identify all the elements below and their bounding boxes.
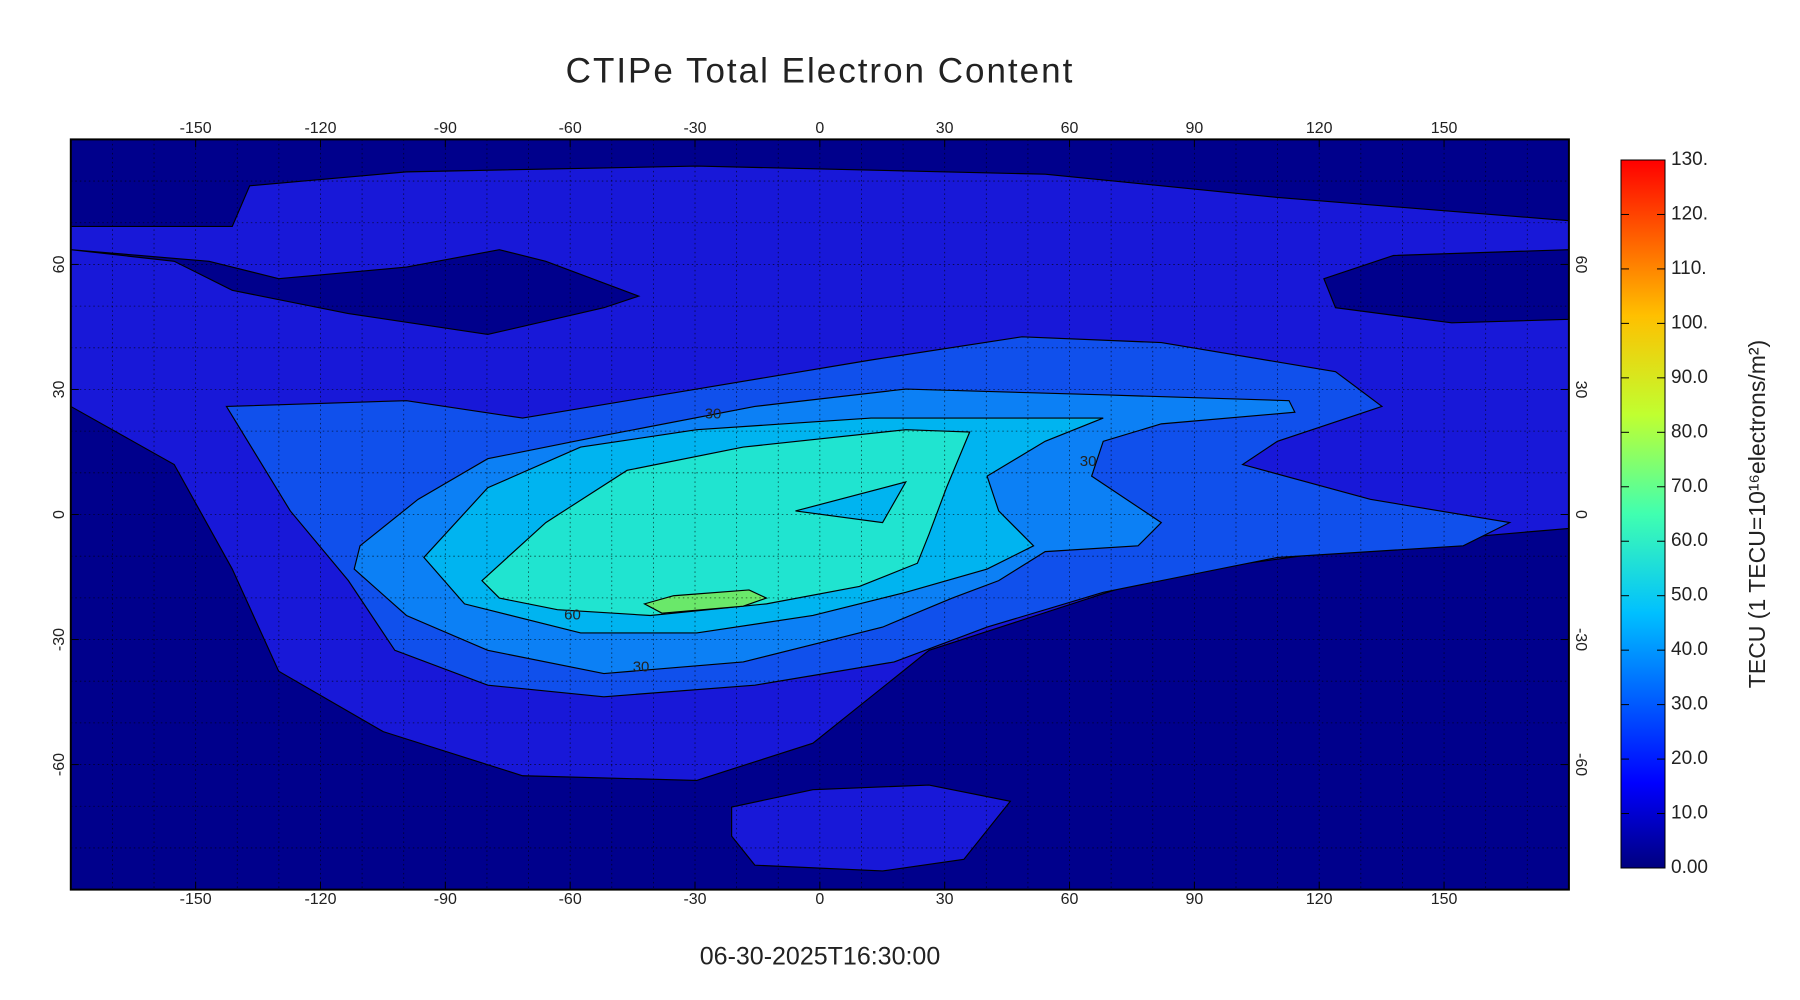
x-tick-label: -30 bbox=[683, 120, 706, 137]
contour-label: 30 bbox=[1080, 453, 1097, 470]
colorbar-tick-label: 90.0 bbox=[1671, 367, 1708, 388]
colorbar-tick-label: 100. bbox=[1671, 312, 1708, 333]
y-tick-label: -60 bbox=[51, 753, 68, 776]
level-60 bbox=[642, 589, 768, 614]
x-tick-label: -150 bbox=[180, 120, 212, 137]
x-tick-label: 90 bbox=[1185, 891, 1203, 908]
y-tick-label: 30 bbox=[51, 380, 68, 398]
chart-title: CTIPe Total Electron Content bbox=[566, 51, 1075, 90]
colorbar-tick-label: 110. bbox=[1671, 258, 1707, 279]
colorbar-tick-label: 30.0 bbox=[1671, 694, 1708, 715]
colorbar-tick-label: 0.00 bbox=[1671, 857, 1708, 878]
colorbar-tick-label: 20.0 bbox=[1671, 748, 1708, 769]
y-tick-label: 0 bbox=[51, 510, 68, 519]
map bbox=[70, 139, 1569, 890]
x-tick-label: 150 bbox=[1431, 120, 1458, 137]
x-tick-label: -60 bbox=[559, 891, 582, 908]
level-0 bbox=[70, 249, 641, 336]
colorbar-tick-label: 10.0 bbox=[1671, 803, 1708, 824]
colorbar-tick-label: 50.0 bbox=[1671, 585, 1708, 606]
y-tick-label: -30 bbox=[1572, 628, 1589, 651]
contour-label: 30 bbox=[633, 659, 650, 676]
x-tick-label: 60 bbox=[1061, 891, 1079, 908]
colorbar-tick-label: 120. bbox=[1671, 203, 1708, 224]
x-tick-label: -120 bbox=[304, 891, 336, 908]
x-tick-label: 60 bbox=[1061, 120, 1079, 137]
x-tick-label: 90 bbox=[1185, 120, 1203, 137]
x-tick-label: 0 bbox=[815, 120, 824, 137]
colorbar-tick-label: 80.0 bbox=[1671, 421, 1708, 442]
colorbar-tick-label: 130. bbox=[1671, 149, 1708, 170]
colorbar-tick-label: 40.0 bbox=[1671, 639, 1708, 660]
x-tick-label: 120 bbox=[1306, 891, 1333, 908]
x-tick-label: 0 bbox=[815, 891, 824, 908]
colorbar-tick-label: 60.0 bbox=[1671, 530, 1708, 551]
level-50 bbox=[481, 429, 971, 617]
level-0 bbox=[1323, 249, 1569, 324]
x-tick-label: -90 bbox=[434, 891, 457, 908]
y-tick-label: -60 bbox=[1572, 753, 1589, 776]
x-tick-label: -120 bbox=[304, 120, 336, 137]
colorbar-label: TECU (1 TECU=10¹⁶electrons/m²) bbox=[1744, 340, 1770, 688]
y-tick-label: -30 bbox=[51, 628, 68, 651]
x-tick-label: 30 bbox=[936, 120, 954, 137]
x-tick-label: -60 bbox=[559, 120, 582, 137]
contour-label: 60 bbox=[564, 606, 581, 623]
x-tick-label: 30 bbox=[936, 891, 954, 908]
colorbar-tick-label: 70.0 bbox=[1671, 476, 1708, 497]
timestamp: 06-30-2025T16:30:00 bbox=[700, 943, 940, 971]
y-tick-label: 0 bbox=[1572, 510, 1589, 519]
x-tick-label: 120 bbox=[1306, 120, 1333, 137]
x-tick-label: -150 bbox=[180, 891, 212, 908]
x-tick-label: -90 bbox=[434, 120, 457, 137]
colorbar bbox=[1620, 159, 1666, 869]
y-tick-label: 30 bbox=[1572, 381, 1589, 399]
y-tick-label: 60 bbox=[51, 255, 68, 273]
x-tick-label: -30 bbox=[683, 891, 706, 908]
level-40 bbox=[795, 481, 908, 524]
x-tick-label: 150 bbox=[1431, 891, 1458, 908]
y-tick-label: 60 bbox=[1572, 256, 1589, 274]
contour-label: 30 bbox=[705, 406, 722, 423]
